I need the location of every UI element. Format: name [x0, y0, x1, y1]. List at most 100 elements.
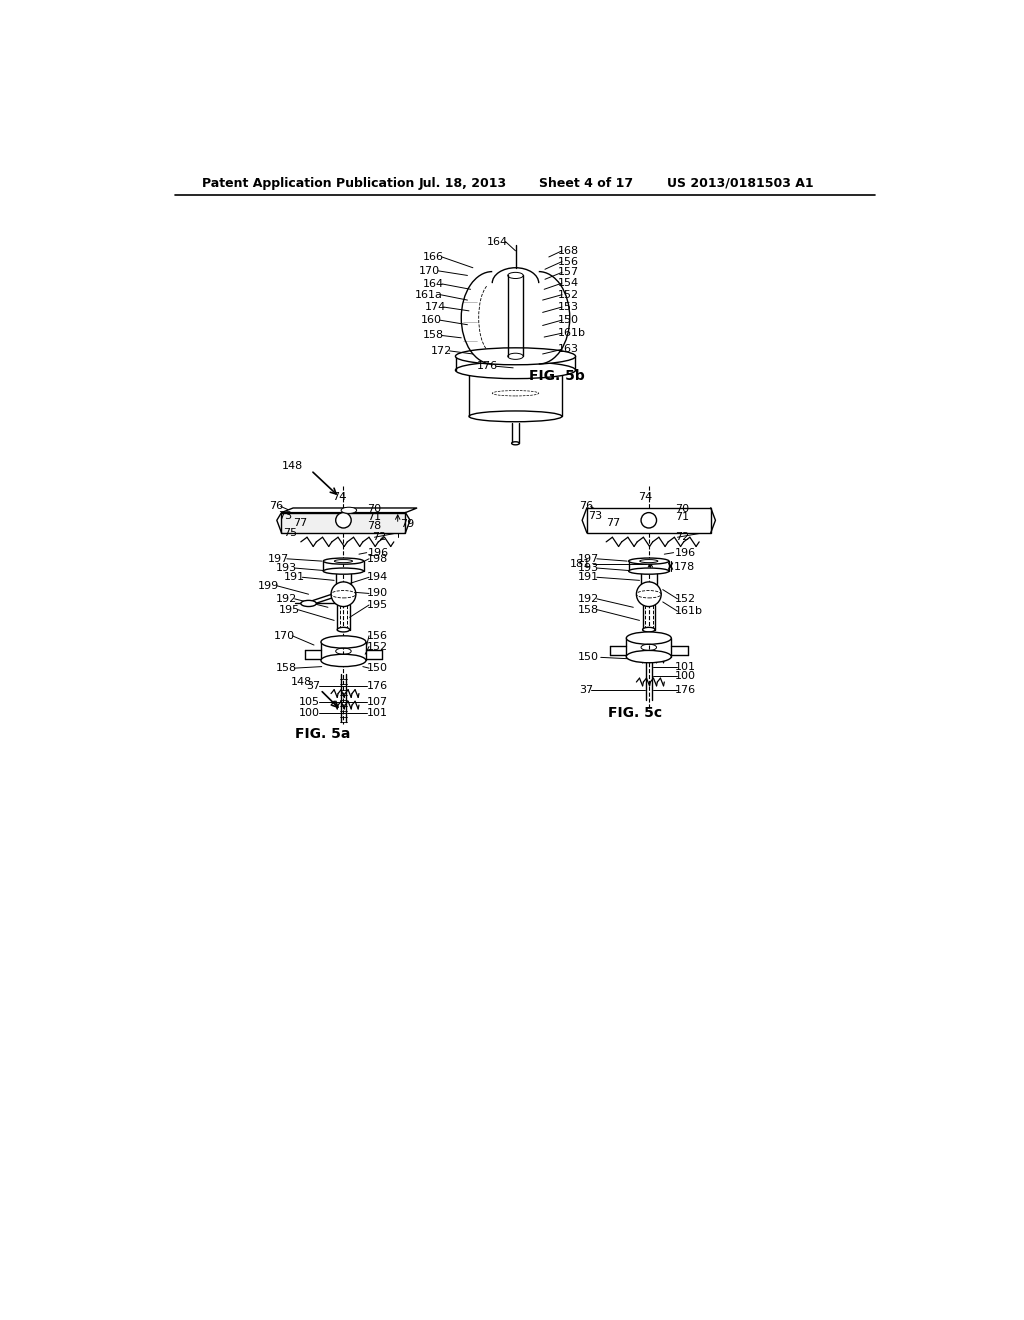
- Text: 197: 197: [268, 554, 289, 564]
- Ellipse shape: [337, 627, 349, 632]
- Text: 170: 170: [419, 265, 440, 276]
- Text: 152: 152: [367, 642, 388, 652]
- Text: 158: 158: [275, 663, 297, 673]
- Text: 75: 75: [283, 528, 297, 537]
- Text: 101: 101: [367, 708, 388, 718]
- Text: 101: 101: [675, 661, 696, 672]
- Text: 193: 193: [579, 564, 599, 573]
- Text: 196: 196: [675, 548, 696, 557]
- Text: 161b: 161b: [675, 606, 703, 616]
- Text: 37: 37: [306, 681, 321, 690]
- Text: 174: 174: [425, 302, 445, 312]
- Text: 161a: 161a: [415, 289, 442, 300]
- Text: 72: 72: [675, 532, 689, 543]
- Text: 176: 176: [367, 681, 388, 690]
- Ellipse shape: [629, 558, 669, 564]
- Polygon shape: [282, 508, 417, 512]
- Text: 156: 156: [558, 256, 580, 267]
- Ellipse shape: [335, 560, 352, 562]
- Text: 77: 77: [294, 519, 308, 528]
- Ellipse shape: [512, 442, 519, 445]
- Circle shape: [641, 512, 656, 528]
- Text: 76: 76: [269, 502, 283, 511]
- Text: 196: 196: [369, 548, 389, 557]
- Text: 74: 74: [332, 492, 346, 502]
- Text: 152: 152: [558, 289, 580, 300]
- Text: 192: 192: [275, 594, 297, 603]
- Text: 194: 194: [367, 573, 388, 582]
- Text: 181: 181: [570, 560, 592, 569]
- Text: 164: 164: [423, 279, 444, 289]
- Text: 161b: 161b: [558, 329, 586, 338]
- Text: 158: 158: [579, 605, 599, 615]
- Text: 70: 70: [675, 504, 689, 513]
- Text: 164: 164: [486, 236, 508, 247]
- Text: 176: 176: [477, 362, 499, 371]
- Text: 71: 71: [367, 512, 381, 523]
- Text: 150: 150: [558, 315, 580, 325]
- Text: FIG. 5b: FIG. 5b: [529, 368, 585, 383]
- Text: 195: 195: [279, 605, 300, 615]
- Text: 79: 79: [400, 519, 415, 529]
- Text: 107: 107: [367, 697, 388, 708]
- Text: 76: 76: [579, 502, 593, 511]
- Text: 172: 172: [431, 346, 452, 356]
- Text: 191: 191: [579, 573, 599, 582]
- Text: 152: 152: [675, 594, 696, 603]
- Text: 166: 166: [423, 252, 444, 261]
- Text: 78: 78: [367, 521, 381, 532]
- Text: Patent Application Publication: Patent Application Publication: [202, 177, 414, 190]
- Text: 150: 150: [579, 652, 599, 663]
- Ellipse shape: [324, 568, 364, 574]
- Text: 77: 77: [606, 519, 621, 528]
- Ellipse shape: [643, 627, 655, 632]
- Ellipse shape: [321, 655, 366, 667]
- Polygon shape: [587, 508, 711, 533]
- Text: Sheet 4 of 17: Sheet 4 of 17: [539, 177, 633, 190]
- Text: 71: 71: [675, 512, 689, 523]
- Ellipse shape: [341, 507, 356, 513]
- Circle shape: [331, 582, 356, 607]
- Text: 154: 154: [558, 279, 580, 288]
- Ellipse shape: [640, 560, 657, 562]
- Ellipse shape: [456, 362, 575, 379]
- Text: 73: 73: [279, 511, 292, 520]
- Text: 195: 195: [367, 601, 388, 610]
- Ellipse shape: [627, 651, 672, 663]
- Ellipse shape: [321, 636, 366, 648]
- Text: 156: 156: [367, 631, 388, 640]
- Text: 73: 73: [588, 511, 602, 520]
- Text: 193: 193: [275, 564, 297, 573]
- Text: FIG. 5c: FIG. 5c: [608, 706, 663, 719]
- Text: US 2013/0181503 A1: US 2013/0181503 A1: [667, 177, 813, 190]
- Text: 105: 105: [299, 697, 321, 708]
- Text: Jul. 18, 2013: Jul. 18, 2013: [419, 177, 507, 190]
- Ellipse shape: [469, 364, 562, 376]
- Ellipse shape: [627, 632, 672, 644]
- Text: 100: 100: [675, 671, 696, 681]
- Text: 197: 197: [578, 554, 599, 564]
- Text: 157: 157: [558, 268, 580, 277]
- Text: 70: 70: [367, 504, 381, 513]
- Text: 170: 170: [273, 631, 295, 640]
- Polygon shape: [282, 512, 406, 533]
- Text: 148: 148: [291, 677, 312, 686]
- Text: 163: 163: [558, 345, 580, 354]
- Text: 168: 168: [558, 246, 580, 256]
- Text: 176: 176: [675, 685, 696, 694]
- Text: 192: 192: [578, 594, 599, 603]
- Ellipse shape: [456, 348, 575, 364]
- Circle shape: [636, 582, 662, 607]
- Ellipse shape: [301, 601, 316, 607]
- Text: 160: 160: [421, 315, 442, 325]
- Text: 74: 74: [639, 492, 653, 502]
- Text: 148: 148: [282, 462, 303, 471]
- Text: 153: 153: [558, 302, 580, 312]
- Text: FIG. 5a: FIG. 5a: [295, 726, 350, 741]
- Ellipse shape: [469, 411, 562, 422]
- Ellipse shape: [324, 558, 364, 564]
- Text: 72: 72: [372, 532, 386, 543]
- Text: 178: 178: [674, 561, 695, 572]
- Text: 190: 190: [367, 589, 388, 598]
- Text: 150: 150: [367, 663, 388, 673]
